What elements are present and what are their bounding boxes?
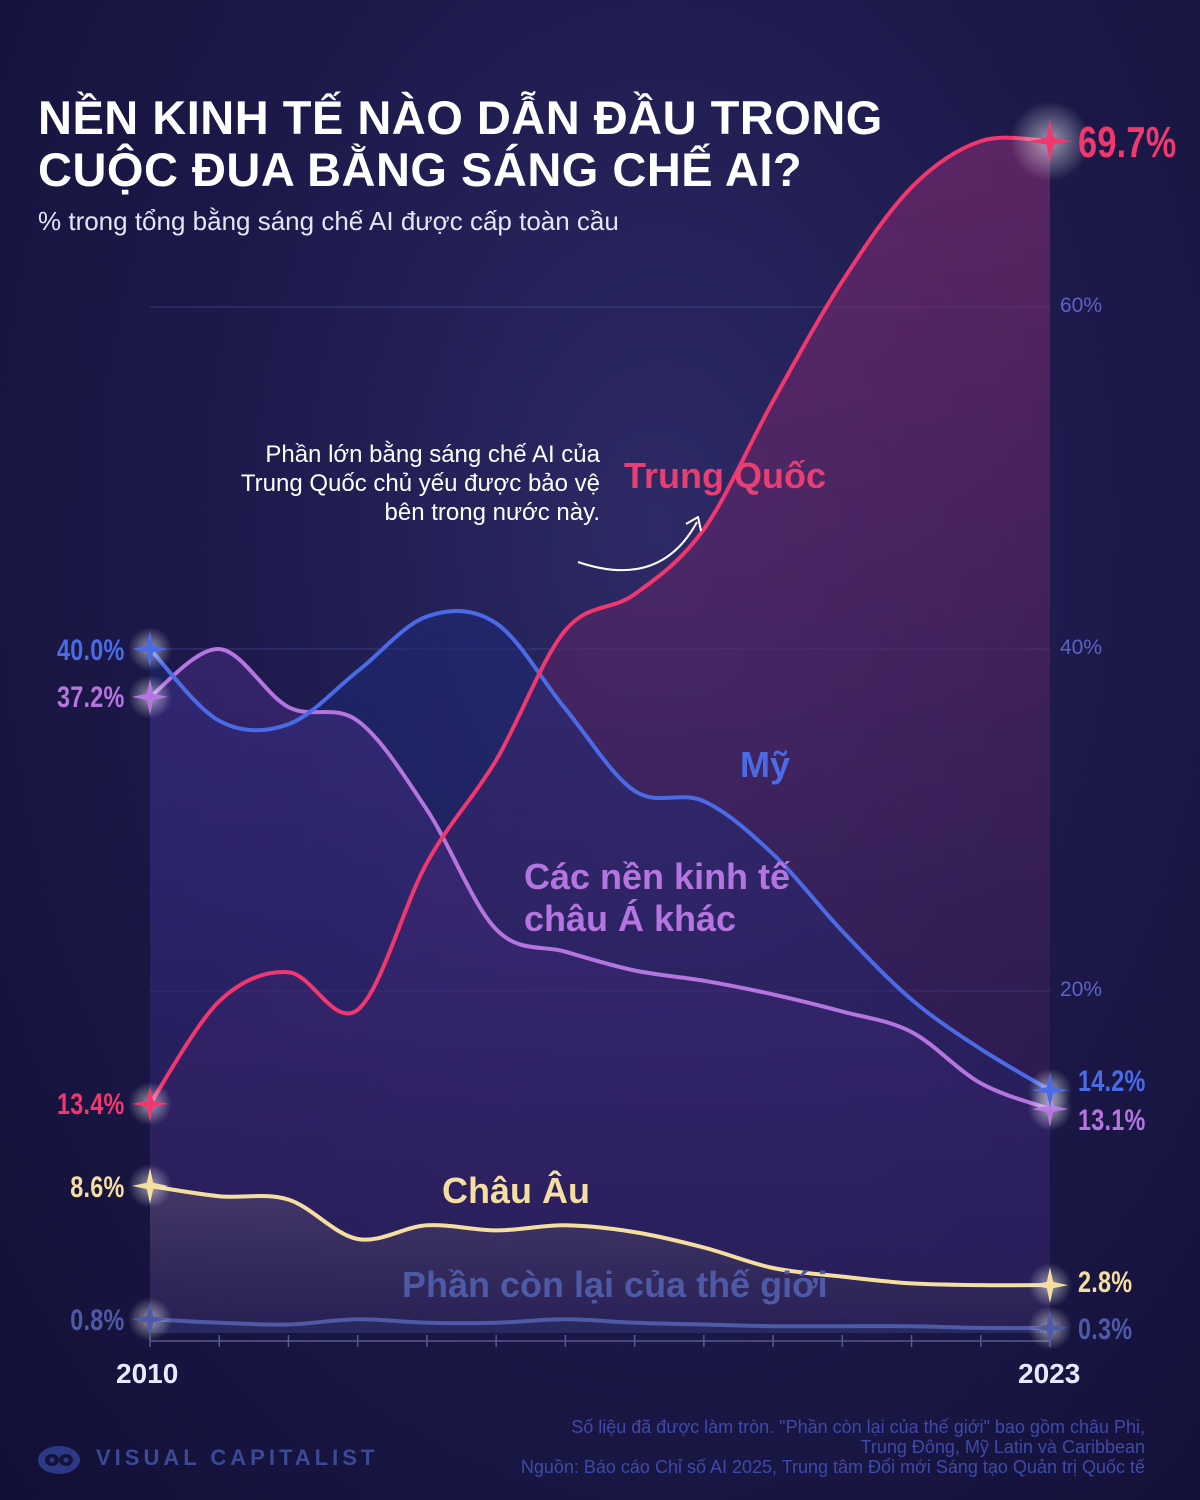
area-europe [150,1185,1050,1333]
chart-title: NỀN KINH TẾ NÀO DẪN ĐẦU TRONG CUỘC ĐUA B… [38,91,883,196]
value-label-europe-start: 8.6% [70,1171,125,1204]
line-rest [148,1317,1052,1331]
value-label-europe-end: 2.8% [1078,1266,1133,1299]
marker-europe-end [1032,1267,1068,1304]
line-china [148,135,1052,1106]
y-tick-label-60: 60% [1060,294,1103,317]
series-label-asia: Các nền kinh tế châu Á khác [524,856,791,939]
x-label-2010: 2010 [116,1358,179,1389]
chart-subtitle: % trong tổng bằng sáng chế AI được cấp t… [38,206,619,236]
x-label-2023: 2023 [1018,1358,1081,1389]
value-label-asia-end: 13.1% [1078,1104,1146,1137]
value-label-rest-end: 0.3% [1078,1313,1133,1346]
footnote-line-1: Số liệu đã được làm tròn. "Phần còn lại … [571,1417,1145,1437]
value-label-us-end: 14.2% [1078,1065,1146,1098]
value-label-china-end: 69.7% [1078,118,1177,167]
annotation-arrow [577,521,698,572]
line-asia [148,647,1052,1111]
line-europe [148,1183,1052,1288]
area-asia [150,648,1050,1333]
marker-china-start [132,1085,168,1122]
series-label-rest: Phần còn lại của thế giới [402,1264,828,1305]
marker-rest-start [132,1301,168,1338]
area-rest [150,1319,1050,1333]
y-tick-label-20: 20% [1060,978,1103,1001]
value-label-asia-start: 37.2% [57,681,125,714]
line-us [148,609,1052,1093]
series-label-europe: Châu Âu [442,1170,590,1211]
marker-europe-start [132,1167,168,1204]
series-areas [150,137,1050,1334]
footnotes: Số liệu đã được làm tròn. "Phần còn lại … [445,1417,1145,1477]
annotation-arrowhead [685,516,702,532]
footnote-line-2: Trung Đông, Mỹ Latin và Caribbean [860,1437,1145,1457]
y-tick-label-40: 40% [1060,636,1103,659]
marker-us-end [1032,1072,1068,1109]
brand-name: VISUAL CAPITALIST [96,1445,379,1470]
value-label-china-start: 13.4% [57,1088,125,1121]
marker-china-end [1028,119,1072,164]
brand-logo: VISUAL CAPITALIST [36,1440,378,1476]
series-markers [128,101,1090,1350]
visual-capitalist-logo-icon [38,1446,80,1474]
value-label-rest-start: 0.8% [70,1304,125,1337]
series-label-china: Trung Quốc [624,455,826,496]
china-annotation: Phần lớn bằng sáng chế AI của Trung Quốc… [240,441,600,526]
marker-us-start [132,631,168,667]
x-axis [149,516,1051,1347]
footnote-line-3: Nguồn: Báo cáo Chỉ số AI 2025, Trung tâm… [520,1457,1145,1477]
marker-rest-end [1032,1309,1068,1346]
value-label-us-start: 40.0% [57,634,125,667]
series-lines [148,135,1052,1331]
series-label-us: Mỹ [740,744,791,785]
marker-asia-start [132,678,168,715]
